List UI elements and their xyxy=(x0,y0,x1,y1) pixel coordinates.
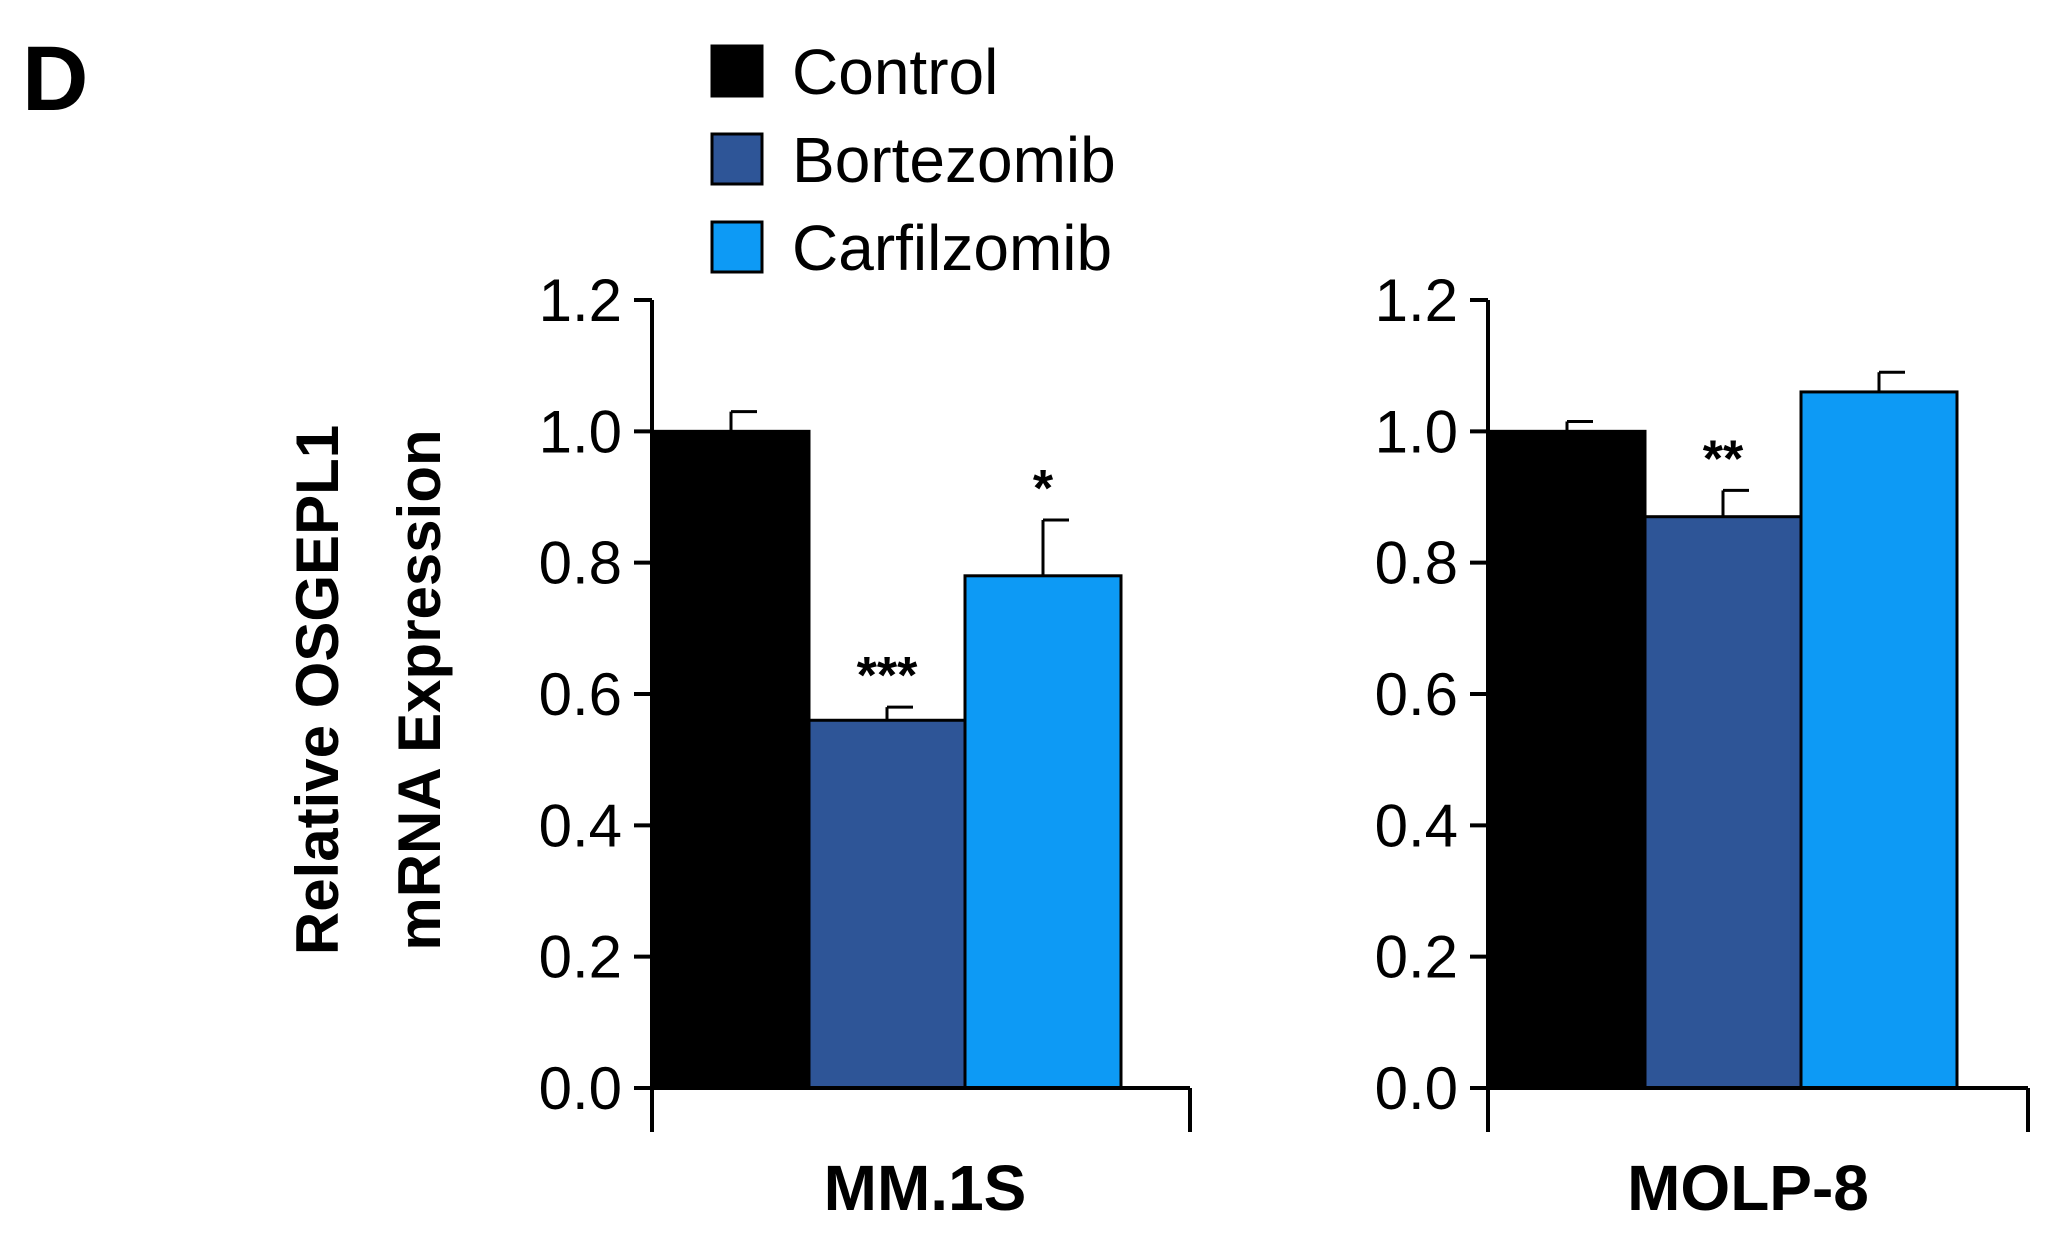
y-tick-label: 0.8 xyxy=(539,530,622,597)
y-tick-label: 0.4 xyxy=(1375,792,1458,859)
x-axis-label: MOLP-8 xyxy=(1627,1152,1869,1224)
y-tick-label: 1.2 xyxy=(1375,267,1458,334)
y-tick-label: 0.6 xyxy=(1375,661,1458,728)
y-tick-label: 1.0 xyxy=(539,398,622,465)
legend-swatch-control xyxy=(710,44,764,98)
significance-carfilzomib: * xyxy=(1033,460,1054,518)
bar-carfilzomib xyxy=(1799,390,1959,1090)
legend-label-carfilzomib: Carfilzomib xyxy=(792,212,1112,284)
legend-swatch-carfilzomib xyxy=(710,220,764,274)
bar-control xyxy=(651,429,811,1090)
y-tick-label: 0.2 xyxy=(539,924,622,991)
y-axis-label: Relative OSGEPL1 mRNA Expression xyxy=(284,425,453,955)
bar-bortezomib xyxy=(1643,515,1803,1090)
bar-control xyxy=(1487,429,1647,1090)
bar-bortezomib xyxy=(807,718,967,1090)
legend-label-bortezomib: Bortezomib xyxy=(792,124,1116,196)
y-tick-label: 0.8 xyxy=(1375,530,1458,597)
y-axis-label-line-2: mRNA Expression xyxy=(386,429,453,950)
chart-molp8: ** 0.0 0.2 0.4 0.6 0.8 1.0 1.2 MOLP-8 xyxy=(1375,267,2030,1224)
y-tick-label: 0.6 xyxy=(539,661,622,728)
legend-swatch-bortezomib xyxy=(710,132,764,186)
legend-label-control: Control xyxy=(792,36,998,108)
chart-mm1s: ****0.00.20.40.60.81.01.2MM.1S xyxy=(539,267,1192,1224)
y-tick-label: 1.0 xyxy=(1375,398,1458,465)
bar-carfilzomib xyxy=(963,574,1123,1090)
y-tick-label: 0.0 xyxy=(1375,1055,1458,1122)
legend: Control Bortezomib Carfilzomib xyxy=(710,36,1116,284)
x-axis-label: MM.1S xyxy=(824,1152,1027,1224)
y-tick-label: 0.4 xyxy=(539,792,622,859)
y-tick-label: 1.2 xyxy=(539,267,622,334)
panel-label: D xyxy=(22,28,88,130)
significance-bortezomib: ** xyxy=(1703,430,1744,488)
significance-bortezomib: *** xyxy=(857,647,918,705)
y-tick-label: 0.0 xyxy=(539,1055,622,1122)
y-tick-label: 0.2 xyxy=(1375,924,1458,991)
y-axis-label-line-1: Relative OSGEPL1 xyxy=(284,425,351,955)
